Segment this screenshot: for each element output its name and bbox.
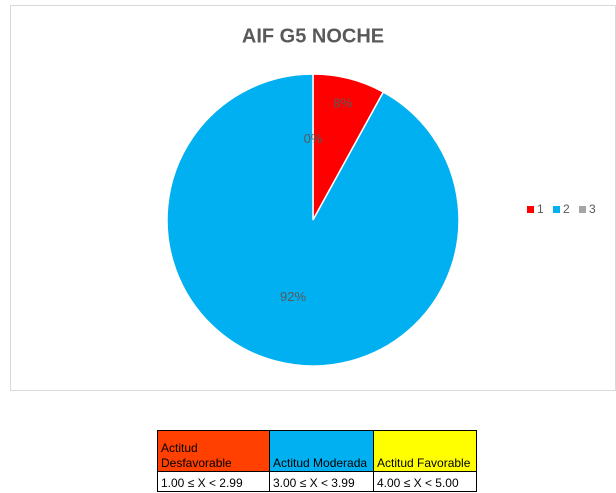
legend-label: 3 xyxy=(589,202,596,216)
table-cell: Actitud Moderada xyxy=(269,430,374,472)
legend-swatch xyxy=(579,206,586,213)
legend-swatch xyxy=(527,206,534,213)
table-row: Actitud Desfavorable Actitud Moderada Acti… xyxy=(157,430,477,472)
pie-slice xyxy=(166,73,460,367)
table-cell: 4.00 ≤ X < 5.00 xyxy=(373,471,477,492)
table-cell: Actitud Desfavorable xyxy=(157,430,270,472)
legend-table: Actitud Desfavorable Actitud Moderada Acti… xyxy=(157,430,477,492)
legend-swatch xyxy=(553,206,560,213)
data-label: 8% xyxy=(333,95,352,110)
data-label: 0% xyxy=(304,131,323,146)
table-row: 1.00 ≤ X < 2.99 3.00 ≤ X < 3.99 4.00 ≤ X <… xyxy=(157,471,477,492)
chart-title: AIF G5 NOCHE xyxy=(242,25,384,47)
legend-label: 1 xyxy=(537,202,544,216)
table-cell: 3.00 ≤ X < 3.99 xyxy=(269,471,374,492)
legend-label: 2 xyxy=(563,202,570,216)
table-cell: 1.00 ≤ X < 2.99 xyxy=(157,471,270,492)
chart: AIF G5 NOCHE 8% 92% 0% 1 2 3 xyxy=(10,5,616,391)
data-label: 92% xyxy=(280,289,306,304)
table-cell: Actitud Favorable xyxy=(373,430,477,472)
